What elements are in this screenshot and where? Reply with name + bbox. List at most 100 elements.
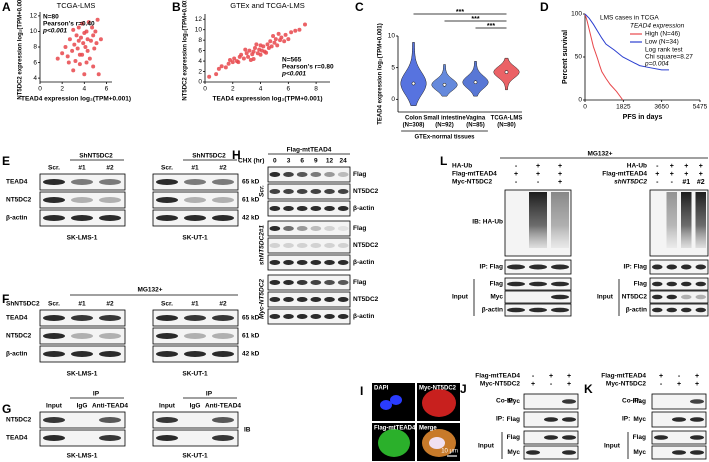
lane-label: Scr. [161, 301, 173, 308]
ubiquitin-smear [666, 192, 677, 248]
blot-frame [267, 200, 351, 217]
blot-band [551, 307, 569, 313]
blot-band [337, 226, 349, 231]
x-tick-label: (N=80) [497, 123, 516, 129]
blot-band [156, 179, 178, 185]
blot-band [269, 226, 281, 231]
annotation: p<0.001 [281, 71, 306, 78]
y-axis-label: NT5DC2 expression log₂(TPM+0.001) [183, 0, 189, 101]
blot-band [283, 172, 294, 177]
median [442, 82, 447, 87]
blot-band [283, 280, 294, 285]
annotation: Pearson's r=0.80 [282, 64, 334, 71]
blot-band [43, 417, 65, 423]
lane-label: 12 [326, 158, 334, 165]
row-label: Flag [633, 398, 646, 405]
group-label: GTEx-normal tissues [414, 135, 475, 141]
blot-band [99, 315, 121, 321]
blot-band [562, 417, 576, 422]
lane-label: #2 [106, 301, 114, 308]
x-tick-label: 4 [82, 86, 86, 93]
blot-band [690, 435, 704, 440]
sign: - [515, 163, 518, 170]
blot-band [99, 215, 121, 221]
blot-band [652, 294, 663, 300]
annotation: Pearson's r=0.40 [43, 21, 95, 28]
group-label: shNT5DC2#1 [259, 225, 266, 265]
lane-label: Input [46, 403, 63, 410]
point [91, 64, 96, 69]
y-tick-label: 10 [388, 33, 396, 40]
cell-line: SK-LMS-1 [67, 371, 98, 378]
sign: #2 [697, 179, 705, 186]
blot-frame [649, 290, 709, 304]
ubiquitin-smear [529, 192, 547, 248]
survival-line [584, 13, 624, 101]
point [241, 56, 246, 61]
y-tick-label: 4 [198, 58, 202, 65]
point [239, 52, 244, 57]
lane-header: ShNT5DC2 [192, 153, 226, 160]
x-tick-label: (N=308) [403, 123, 425, 129]
x-tick-label: 1825 [616, 104, 631, 111]
blot-band [666, 294, 677, 300]
blot-band [296, 189, 308, 194]
point [82, 72, 87, 77]
lane-header: CHX (hr) [238, 158, 264, 165]
blot-band [283, 206, 294, 211]
x-tick-label: Colon [405, 116, 422, 122]
chart-title: TCGA-LMS [57, 1, 96, 10]
point [297, 27, 302, 32]
point [76, 25, 81, 30]
point [226, 61, 231, 66]
violin [431, 64, 458, 97]
point [253, 46, 257, 50]
lane-label: Anti-TEAD4 [92, 403, 128, 410]
blot-band [551, 294, 569, 300]
blot-band [99, 179, 121, 185]
x-tick-label: 0 [203, 86, 207, 93]
cell-line: SK-UT-1 [182, 453, 208, 460]
blot-band [544, 417, 558, 422]
blot-frame [39, 429, 126, 447]
row-label: NT5DC2 [353, 188, 379, 195]
blot-band [43, 435, 65, 441]
blot-band [526, 450, 540, 455]
point [71, 68, 76, 73]
treatment: MG132+ [587, 151, 612, 158]
nucleus [390, 395, 402, 405]
blot-band [212, 315, 234, 321]
blot-band [562, 450, 576, 455]
blot-band [71, 351, 93, 357]
blot-band [296, 172, 308, 177]
blot-band [156, 215, 178, 221]
cell-line: SK-UT-1 [182, 235, 208, 242]
x-tick-label: 6 [105, 86, 109, 93]
blot-band [507, 281, 525, 287]
lane-header: ShNT5DC2 [6, 301, 40, 308]
lane-label: IgG [77, 403, 88, 410]
size-label: 61 kD [242, 197, 260, 204]
y-tick-label: 4 [33, 75, 37, 82]
point [76, 38, 81, 43]
blot-band [296, 280, 308, 285]
blot-band [269, 189, 281, 194]
lane-label: #2 [219, 165, 227, 172]
y-tick-label: 5 [391, 64, 395, 71]
lane-label: 3 [287, 158, 291, 165]
blot-frame [39, 411, 126, 429]
blot-band [212, 417, 234, 423]
section-label: Co-IP: [496, 398, 515, 405]
blot-band [269, 172, 281, 177]
point [67, 37, 72, 42]
blot-frame [267, 291, 351, 308]
row-label: β-actin [353, 313, 374, 320]
point [219, 64, 224, 69]
cell-line: SK-LMS-1 [67, 235, 98, 242]
point [236, 60, 241, 65]
sign: - [671, 179, 674, 186]
x-tick-label: 2 [231, 86, 235, 93]
blot-band [310, 226, 322, 231]
sign: + [655, 171, 659, 178]
lane-header: ShNT5DC2 [79, 153, 113, 160]
